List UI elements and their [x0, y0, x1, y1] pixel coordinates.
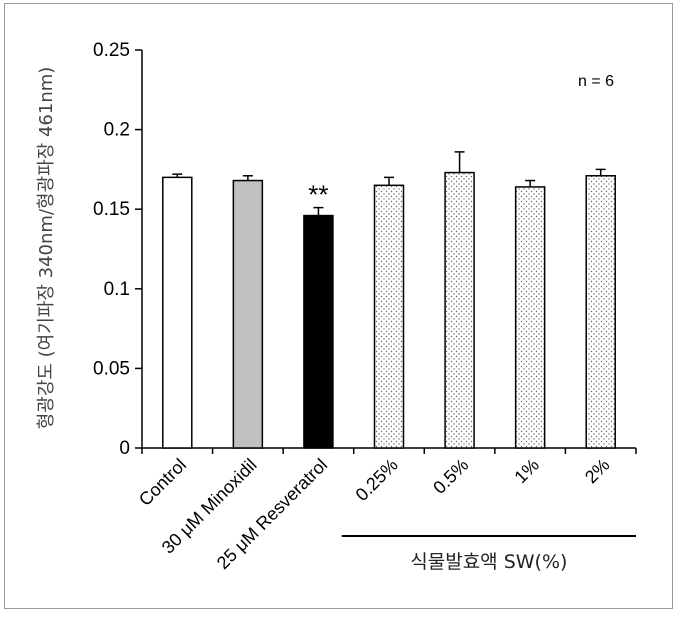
- category-label: Control: [135, 455, 190, 510]
- category-label: 2%: [581, 455, 614, 488]
- bars: **: [162, 151, 616, 449]
- category-label: 0.5%: [429, 455, 472, 498]
- sample-size-annotation: n = 6: [578, 73, 614, 90]
- category-label: 1%: [510, 455, 543, 488]
- bar: [232, 179, 264, 449]
- y-tick-label: 0.2: [104, 120, 130, 141]
- category-label: 0.25%: [352, 455, 402, 505]
- bar: [514, 186, 546, 449]
- bar: [444, 171, 475, 449]
- y-tick-label: 0.15: [93, 199, 130, 220]
- y-tick-label: 0: [119, 438, 130, 459]
- y-tick-label: 0.1: [104, 279, 130, 300]
- bar: [585, 175, 616, 449]
- y-tick-label: 0.05: [93, 358, 130, 379]
- chart-frame: [4, 3, 673, 609]
- bar: [162, 176, 193, 449]
- y-axis-title: 형광강도 (여기파장 340nm/형광파장 461nm): [36, 67, 57, 430]
- bar: [373, 184, 405, 449]
- y-tick-label: 0.25: [93, 40, 130, 61]
- y-axis: 0 0.05 0.1 0.15 0.2 0.25: [93, 40, 143, 459]
- x-axis: [141, 447, 637, 454]
- group-label: 식물발효액 SW(%): [410, 551, 567, 573]
- significance-marker: **: [308, 180, 328, 210]
- bar: [303, 214, 334, 449]
